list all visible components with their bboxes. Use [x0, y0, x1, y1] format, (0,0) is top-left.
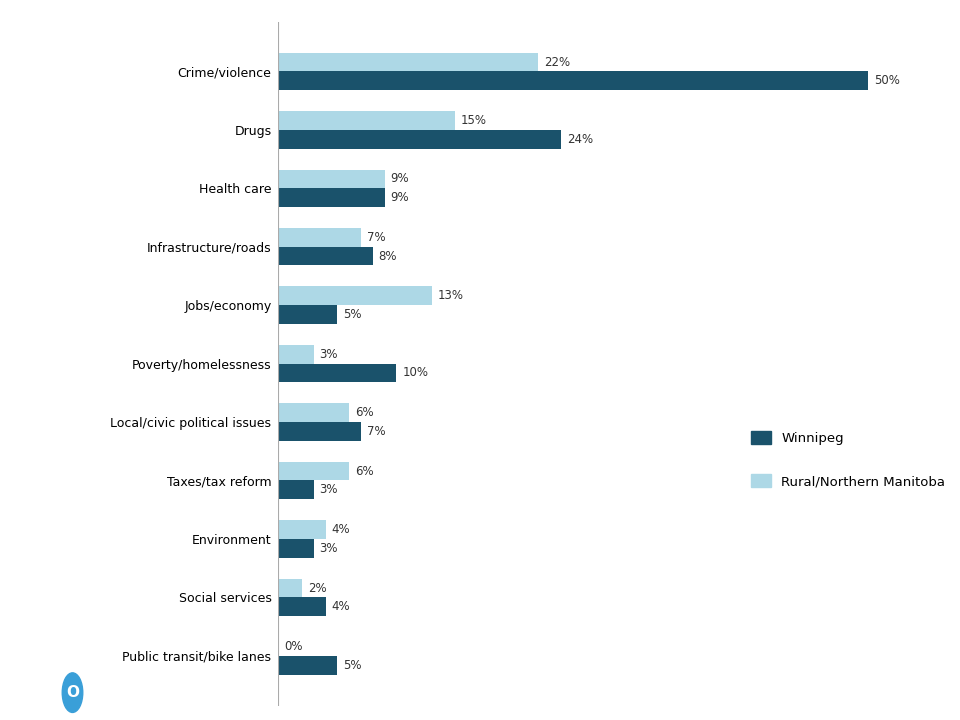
Text: 3%: 3%	[320, 483, 338, 496]
Ellipse shape	[62, 672, 83, 713]
Text: 8%: 8%	[378, 250, 397, 263]
Bar	[278, 71, 868, 90]
Text: 6%: 6%	[355, 464, 373, 477]
Text: 13%: 13%	[438, 289, 464, 302]
Bar	[278, 579, 302, 598]
Text: 22%: 22%	[543, 55, 570, 68]
Text: O: O	[66, 685, 79, 700]
Bar	[278, 364, 396, 382]
Text: 3%: 3%	[320, 541, 338, 555]
Text: 15%: 15%	[461, 114, 487, 127]
Text: Q1. “I would like you to tell me
what you consider to be the most
important issu: Q1. “I would like you to tell me what yo…	[25, 338, 215, 430]
Bar	[278, 521, 325, 539]
Text: 9%: 9%	[391, 172, 409, 186]
Text: 6%: 6%	[355, 406, 373, 419]
Bar	[278, 287, 432, 305]
Bar	[278, 188, 385, 207]
Text: 5%: 5%	[344, 659, 362, 672]
Bar	[278, 462, 349, 480]
Text: 24%: 24%	[567, 132, 593, 145]
Text: 7%: 7%	[367, 425, 386, 438]
Text: 5%: 5%	[344, 308, 362, 321]
Text: WINNIPEG
RESIDENTS ARE
MORE LIKELY TO
BE CONCERNED
ABOUT CRIME: WINNIPEG RESIDENTS ARE MORE LIKELY TO BE…	[25, 22, 197, 129]
Legend: Winnipeg, Rural/Northern Manitoba: Winnipeg, Rural/Northern Manitoba	[746, 426, 950, 493]
Text: 0%: 0%	[284, 640, 302, 653]
Bar	[278, 345, 314, 364]
Bar	[278, 422, 361, 441]
Text: PR: PR	[25, 665, 47, 680]
Text: 10%: 10%	[402, 366, 428, 379]
Text: 4%: 4%	[331, 523, 350, 536]
Bar	[278, 247, 372, 266]
Bar	[278, 656, 337, 675]
Bar	[278, 228, 361, 247]
Text: 9%: 9%	[391, 191, 409, 204]
Text: RESEARCH INC.: RESEARCH INC.	[130, 667, 231, 680]
Text: 50%: 50%	[874, 74, 900, 87]
Bar	[278, 598, 325, 616]
Text: 2%: 2%	[308, 582, 326, 595]
Bar	[278, 53, 538, 71]
Text: 3%: 3%	[320, 348, 338, 361]
Text: BE: BE	[87, 665, 109, 680]
Text: 7%: 7%	[367, 231, 386, 244]
Text: *Multiple mentions accepted; totals
will exceed 100%: *Multiple mentions accepted; totals will…	[25, 583, 219, 607]
Text: Base: All respondents: Base: All respondents	[25, 547, 143, 557]
Bar	[278, 305, 337, 324]
Bar	[278, 480, 314, 499]
Bar	[278, 403, 349, 422]
Bar	[278, 539, 314, 557]
Bar	[278, 111, 455, 130]
Bar	[278, 170, 385, 188]
Bar	[278, 130, 562, 148]
Text: 4%: 4%	[331, 600, 350, 613]
